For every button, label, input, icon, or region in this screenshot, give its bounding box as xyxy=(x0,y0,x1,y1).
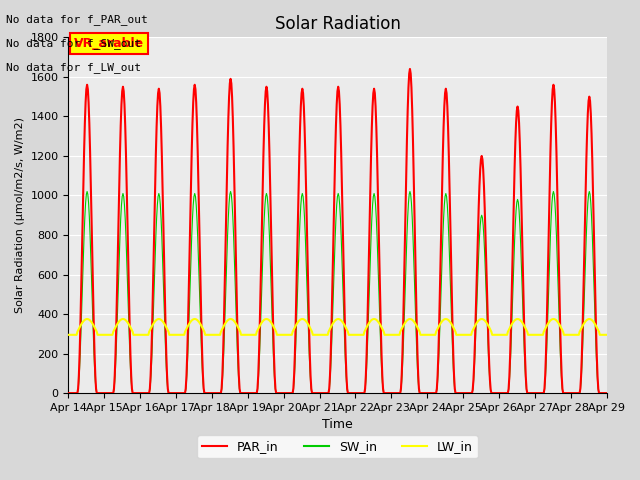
Text: No data for f_SW_out: No data for f_SW_out xyxy=(6,38,141,49)
Legend: PAR_in, SW_in, LW_in: PAR_in, SW_in, LW_in xyxy=(197,435,477,458)
Text: No data for f_LW_out: No data for f_LW_out xyxy=(6,62,141,73)
Y-axis label: Solar Radiation (μmol/m2/s, W/m2): Solar Radiation (μmol/m2/s, W/m2) xyxy=(15,117,25,313)
Text: No data for f_PAR_out: No data for f_PAR_out xyxy=(6,14,148,25)
Text: VR_arable: VR_arable xyxy=(74,37,144,50)
Title: Solar Radiation: Solar Radiation xyxy=(275,15,401,33)
X-axis label: Time: Time xyxy=(322,419,353,432)
